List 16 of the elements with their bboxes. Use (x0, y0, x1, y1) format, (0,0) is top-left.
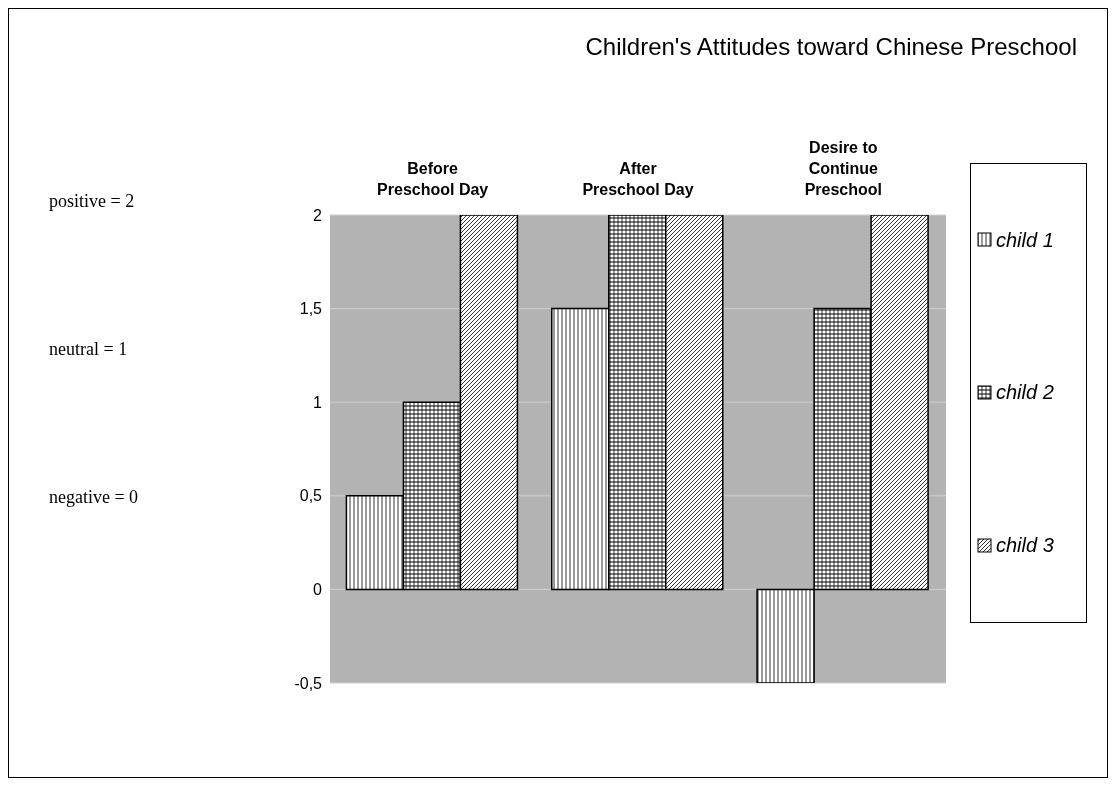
text: positive = 2 (49, 191, 135, 212)
text: neutral = 1 (49, 339, 128, 360)
legend-label: child 3 (996, 534, 1054, 558)
chart-title: Children's Attitudes toward Chinese Preschool (585, 33, 1077, 61)
x-tick-label: After Preschool Day (582, 160, 694, 198)
y-tick-label: -0,5 (294, 674, 323, 692)
text: negative = 0 (49, 487, 139, 508)
x-tick-label: Desire to Continue Preschool (804, 139, 883, 198)
y-tick-label: 0,5 (299, 487, 323, 505)
y-tick-label: 0 (313, 581, 323, 599)
legend-label: child 2 (996, 381, 1054, 405)
legend-label: child 1 (996, 228, 1054, 252)
y-tick-label: 1,5 (299, 300, 323, 318)
x-tick-label: Before Preschool Day (377, 160, 489, 198)
y-tick-label: 1 (313, 393, 323, 411)
y-tick-label: 2 (313, 206, 323, 224)
